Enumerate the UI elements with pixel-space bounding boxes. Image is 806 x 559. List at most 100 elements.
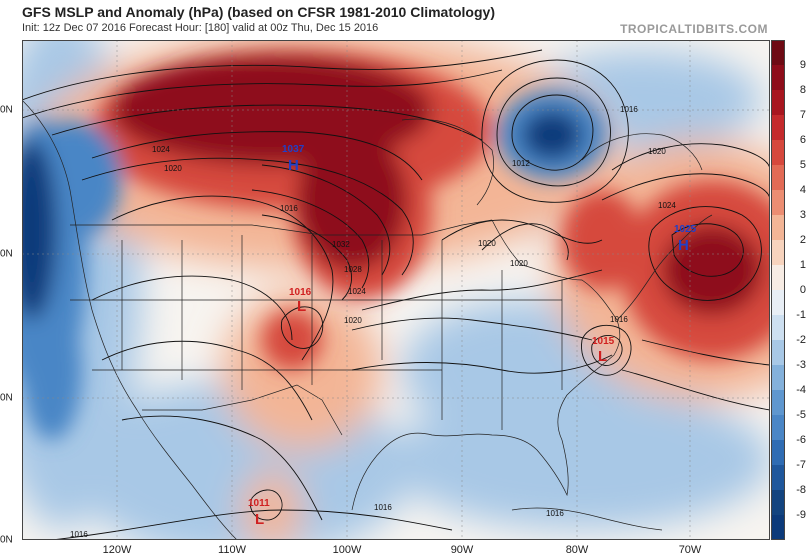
- high-center-letter: H: [288, 157, 299, 174]
- map-title: GFS MSLP and Anomaly (hPa) (based on CFS…: [22, 4, 495, 20]
- isobar: [441, 219, 603, 244]
- isobar: [261, 164, 391, 276]
- longitude-label: 120W: [102, 544, 132, 556]
- high-pressure-center: 1025 H: [674, 224, 697, 254]
- colorbar-band: [771, 290, 785, 316]
- border: [142, 384, 343, 436]
- isobar-label: 1020: [510, 259, 528, 268]
- colorbar-tick-label: -9: [796, 509, 806, 521]
- isobar-label: 1024: [348, 287, 366, 296]
- colorbar-band: [771, 490, 785, 516]
- high-center-value: 1037: [282, 144, 305, 155]
- colorbar-tick-label: -7: [796, 459, 806, 471]
- pressure-centers: 1037 H 1025 H 1016 L 1015 L 1011 L: [248, 144, 697, 528]
- coastline: [511, 507, 663, 531]
- isobar-label: 1020: [478, 239, 496, 248]
- longitude-label: 100W: [332, 544, 362, 556]
- colorbar-tick-label: 9: [799, 59, 806, 71]
- isobar-label: 1028: [344, 265, 362, 274]
- longitude-label: 70W: [678, 544, 702, 556]
- low-center-value: 1011: [248, 498, 270, 509]
- colorbar-tick-label: -4: [796, 384, 806, 396]
- longitude-label: 90W: [450, 544, 474, 556]
- colorbar-band: [771, 415, 785, 441]
- isobar-lines: [22, 49, 770, 540]
- isobar: [351, 317, 593, 341]
- low-center-letter: L: [255, 511, 264, 528]
- colorbar-tick-label: -3: [796, 359, 806, 371]
- latitude-label: 0N: [0, 248, 13, 260]
- colorbar-band: [771, 440, 785, 466]
- isobar: [648, 206, 762, 301]
- isobar: [251, 189, 370, 289]
- isobar-label: 1016: [70, 530, 88, 539]
- colorbar-tick-label: 3: [799, 209, 806, 221]
- isobar-label: 1024: [658, 201, 676, 210]
- colorbar-tick-label: -6: [796, 434, 806, 446]
- map-panel: 1024 1020 1016 1028 1032 1024 1020 1016 …: [22, 40, 770, 540]
- colorbar-tick-label: 5: [799, 159, 806, 171]
- colorbar-band: [771, 365, 785, 391]
- colorbar-tick-label: 2: [799, 234, 806, 246]
- colorbar-tick-label: -2: [796, 334, 806, 346]
- colorbar-tick-label: 7: [799, 109, 806, 121]
- isobar: [481, 59, 629, 203]
- isobar: [81, 157, 414, 276]
- isobar: [361, 269, 603, 311]
- colorbar-band: [771, 115, 785, 141]
- high-pressure-center: 1037 H: [282, 144, 305, 174]
- isobar: [591, 334, 623, 366]
- colorbar-labels: 9 8 7 6 5 4 3 2 1 0 -1 -2 -3 -4 -5 -6 -7 -8 -9: [787, 40, 806, 540]
- anomaly-field: 1024 1020 1016 1028 1032 1024 1020 1016 …: [22, 40, 770, 540]
- isobar: [51, 509, 453, 540]
- coastlines: [22, 99, 713, 540]
- coastline: [581, 133, 703, 171]
- isobar: [280, 306, 324, 349]
- header: GFS MSLP and Anomaly (hPa) (based on CFS…: [0, 0, 806, 40]
- colorbar-band: [771, 240, 785, 266]
- colorbar-tick-label: 1: [799, 259, 806, 271]
- map-frame: [22, 40, 770, 540]
- isobar: [481, 223, 569, 261]
- colorbar-frame: [771, 40, 785, 540]
- isobar: [51, 104, 483, 141]
- longitude-label: 110W: [218, 544, 246, 556]
- colorbar-tick-label: -8: [796, 484, 806, 496]
- high-center-letter: H: [678, 237, 689, 254]
- colorbar-tick-label: 0: [799, 284, 806, 296]
- high-center-value: 1025: [674, 224, 697, 235]
- isobar: [91, 275, 293, 341]
- colorbar-tick-label: -1: [796, 309, 806, 321]
- border: [70, 219, 493, 236]
- isobar-label: 1020: [648, 147, 666, 156]
- colorbar-tick-label: -5: [796, 409, 806, 421]
- isobar: [261, 214, 353, 301]
- isobar: [91, 131, 423, 181]
- colorbar-band: [771, 140, 785, 166]
- latitude-label: 0N: [0, 534, 13, 546]
- colorbar-tick-label: 4: [799, 184, 806, 196]
- isobar: [111, 195, 334, 361]
- colorbar-band: [771, 465, 785, 491]
- isobar-label: 1016: [620, 105, 638, 114]
- longitude-label: 80W: [565, 544, 589, 556]
- isobar-label: 1016: [280, 204, 298, 213]
- brand-logo-text[interactable]: TROPICALTIDBITS.COM: [620, 22, 768, 36]
- isobar: [22, 49, 543, 101]
- colorbar-band: [771, 215, 785, 241]
- colorbar-band: [771, 315, 785, 341]
- isobar-label: 1020: [344, 316, 362, 325]
- low-center-letter: L: [598, 348, 607, 365]
- isobar-label: 1016: [610, 315, 628, 324]
- isobar-label: 1016: [374, 503, 392, 512]
- colorbar: [771, 40, 785, 540]
- isobar: [121, 415, 323, 521]
- coastline: [401, 118, 494, 206]
- low-center-value: 1016: [289, 287, 312, 298]
- colorbar-band: [771, 390, 785, 416]
- isobar: [581, 324, 632, 376]
- isobar-label: 1012: [512, 159, 530, 168]
- isobar: [671, 223, 744, 277]
- colorbar-band: [771, 65, 785, 91]
- low-center-value: 1015: [592, 336, 615, 347]
